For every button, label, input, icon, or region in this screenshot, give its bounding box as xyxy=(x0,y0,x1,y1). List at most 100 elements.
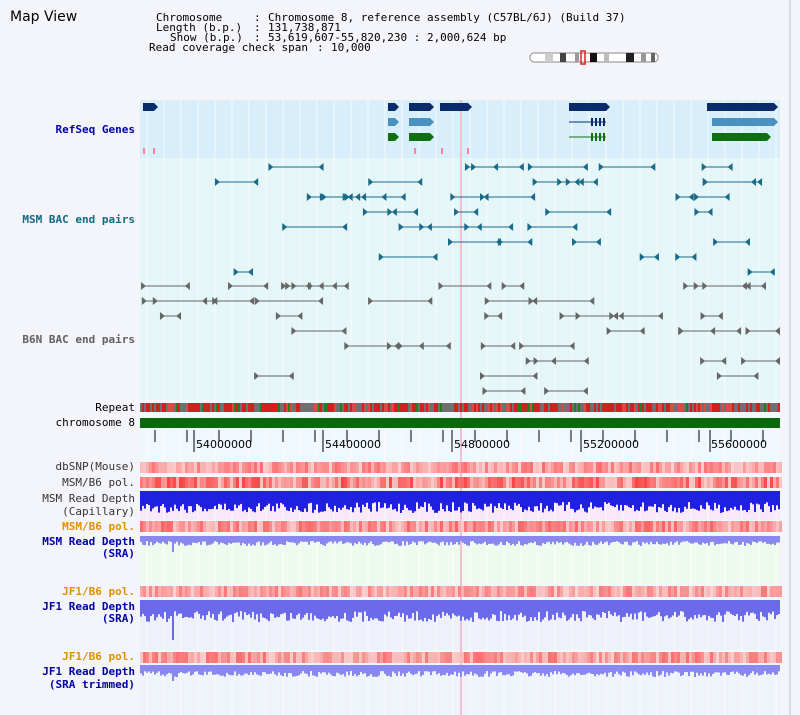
jf1-trim-depth-bar xyxy=(304,665,306,674)
msm-cap-depth-bar xyxy=(216,491,218,510)
label-msm-bac[interactable]: MSM BAC end pairs xyxy=(22,213,135,226)
msm-sra-depth-bar xyxy=(328,536,330,543)
repeat-segment xyxy=(478,403,480,412)
repeat-segment xyxy=(334,403,336,412)
b6n-bac-pair-end xyxy=(482,387,488,395)
msm-b6-pol-cell xyxy=(614,521,617,532)
repeat-segment xyxy=(140,403,142,412)
jf1-trim-depth-bar xyxy=(710,665,712,677)
repeat-segment xyxy=(216,403,218,412)
jf1-trim-depth-bar xyxy=(622,665,624,672)
dbsnp-cell xyxy=(575,462,578,473)
jf1-b6-pol-cell xyxy=(425,586,428,597)
jf1-b6-pol-cell xyxy=(569,586,572,597)
dbsnp-cell xyxy=(224,462,227,473)
msm-b6-pol-cell xyxy=(164,477,167,488)
msm-cap-depth-bar xyxy=(366,491,368,503)
jf1-trim-depth-bar xyxy=(516,665,518,672)
jf1-b6-pol-cell xyxy=(224,586,227,597)
jf1-trim-depth-bar xyxy=(370,665,372,675)
jf1-sra-depth-bar xyxy=(722,600,724,622)
msm-cap-depth-bar xyxy=(624,491,626,506)
jf1-b6-pol-cell xyxy=(146,586,149,597)
msm-sra-depth-bar xyxy=(310,536,312,542)
jf1-sra-depth-bar xyxy=(240,600,242,612)
msm-sra-depth-bar xyxy=(528,536,530,544)
repeat-segment xyxy=(618,403,620,412)
msm-cap-depth-bar xyxy=(526,491,528,511)
dbsnp-cell xyxy=(440,462,443,473)
jf1-sra-depth-bar xyxy=(330,600,332,618)
jf1-sra-depth-bar xyxy=(198,600,200,614)
msm-sra-depth-bar xyxy=(296,536,298,546)
jf1-b6-pol-cell xyxy=(479,586,482,597)
ideogram-band xyxy=(575,53,579,62)
jf1-trim-depth-bar xyxy=(306,665,308,674)
repeat-segment xyxy=(720,403,722,412)
jf1-trim-depth-bar xyxy=(394,665,396,674)
jf1-trim-depth-bar xyxy=(632,665,634,676)
msm-sra-depth-bar xyxy=(554,536,556,545)
jf1-b6-pol-cell xyxy=(239,586,242,597)
msm-cap-depth-bar xyxy=(244,491,246,510)
msm-cap-depth-bar xyxy=(378,491,380,503)
jf1-b6-pol-cell xyxy=(209,652,212,663)
msm-b6-pol-cell xyxy=(776,477,779,488)
jf1-b6-pol-cell xyxy=(503,586,506,597)
msm-b6-pol-cell xyxy=(500,477,503,488)
jf1-b6-pol-cell xyxy=(251,652,254,663)
msm-bac-pair-end xyxy=(744,238,750,246)
jf1-b6-pol-cell xyxy=(161,586,164,597)
msm-b6-pol-cell xyxy=(566,477,569,488)
msm-bac-pair-end xyxy=(724,193,730,201)
msm-cap-depth-bar xyxy=(548,491,550,512)
msm-cap-depth-bar xyxy=(656,491,658,513)
b6n-bac-pair-end xyxy=(618,312,624,320)
jf1-b6-pol-cell xyxy=(215,652,218,663)
repeat-segment xyxy=(604,403,606,412)
jf1-b6-pol-cell xyxy=(779,652,782,663)
repeat-segment xyxy=(200,403,202,412)
msm-cap-depth-bar xyxy=(616,491,618,505)
msm-cap-depth-bar xyxy=(508,491,510,506)
msm-sra-depth-bar xyxy=(722,536,724,544)
jf1-trim-depth-bar xyxy=(510,665,512,677)
jf1-b6-pol-cell xyxy=(620,586,623,597)
label-refseq-genes[interactable]: RefSeq Genes xyxy=(55,123,135,136)
jf1-b6-pol-cell xyxy=(494,586,497,597)
msm-cap-depth-bar xyxy=(148,491,150,506)
msm-sra-depth-bar xyxy=(596,536,598,546)
msm-sra-depth-bar xyxy=(150,536,152,542)
msm-b6-pol-cell xyxy=(740,477,743,488)
label-jf1-read-depth-sra-1: JF1 Read Depth xyxy=(42,600,135,613)
label-b6n-bac[interactable]: B6N BAC end pairs xyxy=(22,333,135,346)
dbsnp-cell xyxy=(776,462,779,473)
repeat-segment xyxy=(570,403,572,412)
repeat-segment xyxy=(422,403,424,412)
msm-b6-pol-cell xyxy=(188,477,191,488)
msm-bac-pair-end xyxy=(508,223,514,231)
msm-b6-pol-cell xyxy=(380,521,383,532)
dbsnp-cell xyxy=(245,462,248,473)
refseq-gene xyxy=(440,103,468,111)
jf1-b6-pol-cell xyxy=(326,652,329,663)
jf1-trim-depth-bar xyxy=(586,665,588,674)
jf1-trim-depth-bar xyxy=(162,665,164,675)
msm-cap-depth-bar xyxy=(384,491,386,504)
msm-sra-depth-bar xyxy=(500,536,502,543)
repeat-segment xyxy=(596,403,598,412)
jf1-b6-pol-cell xyxy=(305,652,308,663)
b6n-bac-pair-end xyxy=(721,357,727,365)
dbsnp-cell xyxy=(500,462,503,473)
jf1-b6-pol-cell xyxy=(635,586,638,597)
jf1-sra-depth-bar xyxy=(316,600,318,619)
msm-b6-pol-cell xyxy=(407,521,410,532)
jf1-b6-pol-cell xyxy=(746,652,749,663)
jf1-b6-pol-cell xyxy=(623,586,626,597)
msm-b6-pol-cell xyxy=(458,477,461,488)
jf1-trim-depth-bar xyxy=(376,665,378,677)
jf1-b6-pol-cell xyxy=(284,652,287,663)
jf1-sra-depth-bar xyxy=(474,600,476,613)
